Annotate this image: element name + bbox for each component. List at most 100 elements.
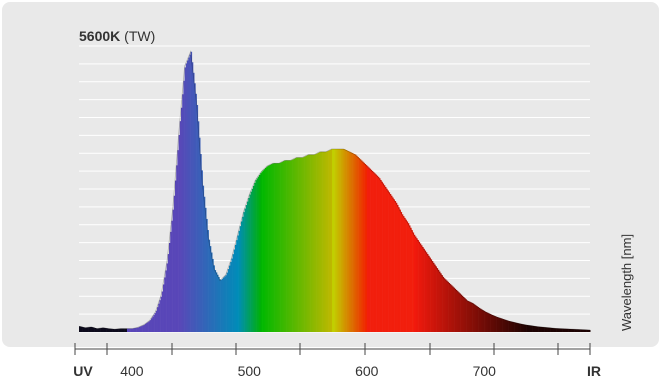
- spectrum-bar: [81, 326, 83, 332]
- spectrum-bar: [445, 279, 447, 332]
- spectrum-bar: [181, 107, 183, 332]
- spectrum-bar: [491, 314, 494, 332]
- spectrum-bar: [293, 158, 296, 332]
- spectrum-bar: [515, 322, 518, 332]
- spectrum-bar: [202, 185, 205, 332]
- spectrum-bar: [177, 150, 179, 332]
- spectrum-bar: [268, 165, 271, 332]
- spectrum-bar: [463, 296, 465, 332]
- spectrum-bar: [169, 242, 171, 332]
- spectrum-bar: [187, 60, 189, 332]
- spectrum-bar: [304, 156, 307, 332]
- spectrum-bar: [325, 151, 327, 332]
- spectrum-bar: [465, 299, 467, 332]
- spectrum-bar: [209, 246, 212, 332]
- spectrum-bar: [461, 295, 464, 332]
- chart-title: 5600K (TW): [79, 28, 155, 44]
- spectrum-bar: [219, 279, 221, 332]
- spectrum-bar: [215, 272, 218, 332]
- x-tick-label: 500: [238, 363, 262, 379]
- spectrum-bar: [163, 284, 165, 332]
- spectrum-bar: [583, 329, 585, 332]
- spectrum-bar: [103, 327, 105, 332]
- spectrum-bar: [281, 161, 284, 332]
- spectrum-bar: [161, 291, 164, 332]
- spectrum-bar: [407, 223, 410, 332]
- spectrum-bar: [232, 254, 235, 332]
- spectrum-bar: [502, 319, 505, 332]
- spectrum-bar: [100, 327, 103, 332]
- spectrum-bar: [98, 328, 100, 332]
- spectrum-bar: [551, 327, 554, 332]
- spectrum-bar: [548, 327, 550, 332]
- spectrum-bar: [470, 302, 472, 332]
- spectrum-bar: [147, 322, 149, 332]
- x-tick-label: IR: [587, 363, 601, 379]
- spectrum-bar: [315, 153, 317, 332]
- spectrum-bar: [489, 313, 491, 332]
- spectrum-bar: [526, 325, 529, 332]
- spectrum-bar: [391, 195, 393, 332]
- spectrum-bar: [513, 322, 515, 332]
- spectrum-bar: [479, 308, 482, 332]
- spectrum-bar: [361, 160, 363, 332]
- spectrum-bar: [541, 326, 543, 332]
- spectrum-bar: [362, 161, 364, 332]
- spectrum-bar: [122, 328, 124, 332]
- spectrum-bar: [251, 188, 254, 332]
- spectrum-bar: [184, 67, 187, 332]
- spectrum-bar: [547, 327, 549, 332]
- spectrum-bar: [308, 154, 310, 332]
- x-tick-label: UV: [73, 363, 93, 379]
- spectrum-bar: [106, 328, 109, 332]
- spectrum-bar: [298, 157, 301, 332]
- spectrum-bar: [137, 327, 140, 332]
- spectrum-bar: [370, 169, 373, 332]
- spectrum-bar: [487, 312, 489, 332]
- spectrum-bar: [579, 329, 581, 332]
- spectrum-bar: [241, 221, 243, 332]
- spectrum-bar: [403, 216, 405, 332]
- spectrum-bar: [538, 326, 541, 332]
- spectrum-bar: [185, 63, 188, 333]
- spectrum-bar: [154, 313, 157, 332]
- spectrum-bar: [213, 265, 215, 332]
- spectrum-bar: [92, 327, 94, 332]
- spectrum-bar: [514, 322, 517, 332]
- spectrum-bar: [297, 157, 299, 332]
- spectrum-bar: [143, 324, 146, 332]
- spectrum-bar: [527, 325, 530, 332]
- spectrum-bar: [178, 134, 181, 332]
- spectrum-bar: [224, 276, 226, 332]
- spectrum-bar: [497, 317, 500, 332]
- spectrum-bar: [511, 321, 513, 332]
- spectrum-bar: [87, 327, 89, 332]
- spectrum-bar: [250, 191, 253, 332]
- spectrum-bar: [376, 175, 379, 332]
- spectrum-bar: [230, 262, 232, 332]
- spectrum-bar: [217, 274, 219, 332]
- x-axis-tick-labels: UV 400 500 600 700 IR: [73, 363, 601, 379]
- spectrum-bar: [506, 320, 508, 332]
- spectrum-bar: [494, 316, 496, 332]
- spectrum-bar: [377, 176, 380, 332]
- spectrum-bar: [413, 234, 416, 332]
- spectrum-bar: [259, 174, 261, 332]
- spectrum-bar: [266, 166, 268, 332]
- spectrum-bar: [525, 324, 527, 332]
- spectrum-bar: [321, 151, 323, 332]
- spectrum-bar: [400, 211, 403, 332]
- spectrum-bar: [409, 225, 411, 332]
- spectrum-bar: [271, 164, 273, 332]
- spectrum-bar: [464, 298, 466, 332]
- spectrum-bar: [352, 153, 355, 332]
- spectrum-bar: [328, 150, 331, 332]
- spectrum-bar: [302, 157, 304, 332]
- spectrum-bar: [586, 329, 589, 332]
- spectrum-bar: [277, 163, 279, 332]
- spectrum-bar: [501, 318, 503, 332]
- spectrum-bar: [436, 268, 439, 332]
- spectrum-bar: [386, 188, 388, 332]
- spectrum-bar: [189, 54, 191, 332]
- spectrum-bar: [556, 328, 559, 332]
